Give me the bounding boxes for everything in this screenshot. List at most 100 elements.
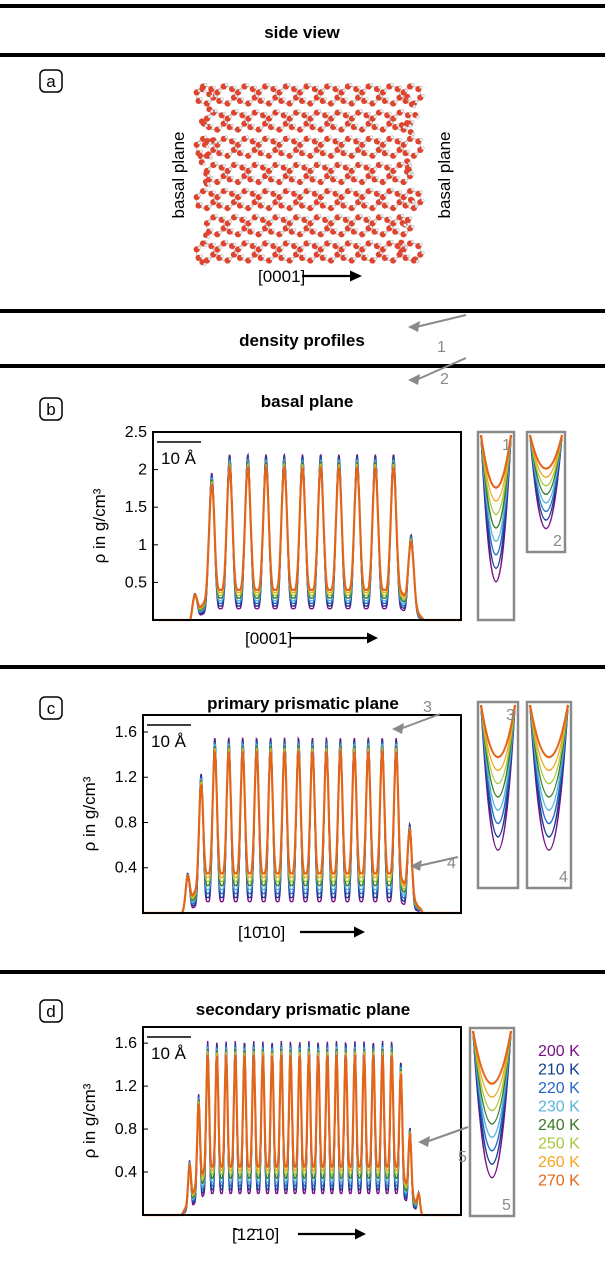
hydrogen-atom bbox=[414, 204, 419, 209]
hydrogen-atom bbox=[421, 94, 425, 98]
annotation-arrow bbox=[417, 856, 459, 867]
hydrogen-atom bbox=[270, 115, 274, 119]
hydrogen-atom bbox=[305, 111, 309, 116]
hydrogen-atom bbox=[228, 115, 233, 119]
hydrogen-atom bbox=[363, 193, 367, 198]
hydrogen-atom bbox=[222, 111, 227, 116]
hydrogen-atom bbox=[363, 245, 367, 250]
hydrogen-atom bbox=[411, 135, 415, 139]
hydrogen-atom bbox=[346, 164, 351, 168]
hydrogen-atom bbox=[240, 97, 245, 101]
hydrogen-atom bbox=[234, 109, 239, 113]
hydrogen-atom bbox=[305, 164, 309, 168]
hydrogen-atom bbox=[303, 97, 307, 101]
hydrogen-atom bbox=[338, 161, 342, 165]
chart-title: secondary prismatic plane bbox=[196, 1000, 410, 1019]
hydrogen-atom bbox=[336, 242, 340, 247]
y-tick-label: 0.5 bbox=[125, 574, 147, 591]
arrow-right-icon bbox=[367, 632, 378, 644]
zoom-series bbox=[480, 704, 516, 811]
hydrogen-atom bbox=[410, 224, 415, 229]
density-series bbox=[143, 748, 461, 915]
surface-hydrogen-atom bbox=[408, 123, 412, 128]
hydrogen-atom bbox=[266, 82, 270, 87]
chart-basal-plane: basal plane ρ in g/cm³ 2.5 2 1.5 1 0.5 10 Å [000… bbox=[90, 314, 567, 648]
hydrogen-atom bbox=[396, 228, 400, 232]
surface-hydrogen-atom bbox=[203, 262, 207, 266]
hydrogen-atom bbox=[207, 257, 212, 261]
hydrogen-atom bbox=[334, 123, 338, 128]
hydrogen-atom bbox=[383, 245, 388, 250]
hydrogen-atom bbox=[249, 257, 253, 261]
hydrogen-atom bbox=[249, 167, 253, 171]
hydrogen-atom bbox=[419, 85, 423, 90]
hydrogen-atom bbox=[197, 193, 202, 198]
hydrogen-atom bbox=[321, 141, 326, 145]
hydrogen-atom bbox=[352, 115, 357, 119]
surface-hydrogen-atom bbox=[407, 171, 412, 176]
hydrogen-atom bbox=[342, 141, 346, 145]
hydrogen-atom bbox=[232, 137, 237, 142]
y-axis-label: ρ in g/cm³ bbox=[90, 488, 109, 563]
hydrogen-atom bbox=[249, 115, 253, 119]
hydrogen-atom bbox=[342, 178, 346, 182]
hydrogen-atom bbox=[222, 164, 227, 168]
zoom-series bbox=[529, 704, 569, 785]
hydrogen-atom bbox=[313, 228, 317, 232]
y-axis-label: ρ in g/cm³ bbox=[80, 1083, 99, 1158]
surface-hydrogen-atom bbox=[416, 115, 420, 119]
hydrogen-atom bbox=[373, 219, 377, 224]
hydrogen-atom bbox=[363, 88, 367, 93]
panel-badge-a: a bbox=[46, 72, 56, 91]
hydrogen-atom bbox=[323, 254, 328, 258]
hydrogen-atom bbox=[352, 167, 357, 171]
arrow-left-icon bbox=[418, 1136, 430, 1147]
hydrogen-atom bbox=[301, 88, 305, 93]
hydrogen-atom bbox=[274, 85, 278, 90]
hydrogen-atom bbox=[297, 109, 301, 113]
hydrogen-atom bbox=[240, 202, 245, 206]
hydrogen-atom bbox=[404, 193, 408, 198]
surface-hydrogen-atom bbox=[402, 125, 406, 129]
hydrogen-atom bbox=[352, 99, 357, 104]
zoom-label: 2 bbox=[553, 533, 562, 550]
hydrogen-atom bbox=[214, 109, 218, 113]
hydrogen-atom bbox=[315, 242, 320, 247]
surface-hydrogen-atom bbox=[205, 145, 210, 149]
hydrogen-atom bbox=[363, 141, 367, 145]
hydrogen-atom bbox=[245, 135, 249, 139]
hydrogen-atom bbox=[390, 135, 394, 139]
hydrogen-atom bbox=[280, 230, 284, 235]
basal-plane-right-label: basal plane bbox=[435, 132, 454, 219]
hydrogen-atom bbox=[259, 126, 263, 130]
hydrogen-atom bbox=[419, 242, 423, 247]
hydrogen-atom bbox=[367, 111, 371, 116]
hydrogen-atom bbox=[404, 245, 408, 250]
hydrogen-atom bbox=[286, 187, 291, 192]
zoom-series bbox=[480, 704, 516, 785]
hydrogen-atom bbox=[207, 99, 212, 104]
panel-b: b basal plane ρ in g/cm³ 2.5 2 1.5 1 0.5 10 Å [0… bbox=[39, 314, 567, 648]
hydrogen-atom bbox=[311, 204, 315, 209]
surface-hydrogen-atom bbox=[402, 251, 406, 256]
panel-badge-d-box bbox=[39, 999, 63, 1023]
hydrogen-atom bbox=[369, 187, 373, 192]
section-title-density-profiles: density profiles bbox=[239, 331, 365, 350]
plot-frame bbox=[142, 714, 462, 914]
hydrogen-atom bbox=[334, 228, 338, 232]
legend-item: 250 K bbox=[538, 1136, 580, 1153]
rule-above-c bbox=[0, 665, 605, 669]
density-series bbox=[153, 463, 461, 622]
hydrogen-atom bbox=[321, 88, 326, 93]
hydrogen-atom bbox=[245, 239, 249, 244]
hydrogen-atom bbox=[323, 202, 328, 206]
surface-hydrogen-atom bbox=[209, 154, 213, 159]
hydrogen-atom bbox=[203, 187, 208, 192]
annotation-arrow bbox=[399, 713, 441, 730]
hydrogen-atom bbox=[230, 123, 235, 128]
hydrogen-atom bbox=[394, 204, 398, 209]
hydrogen-atom bbox=[228, 167, 233, 171]
hydrogen-atom bbox=[261, 97, 265, 101]
hydrogen-atom bbox=[203, 82, 208, 87]
hydrogen-atom bbox=[323, 149, 328, 154]
